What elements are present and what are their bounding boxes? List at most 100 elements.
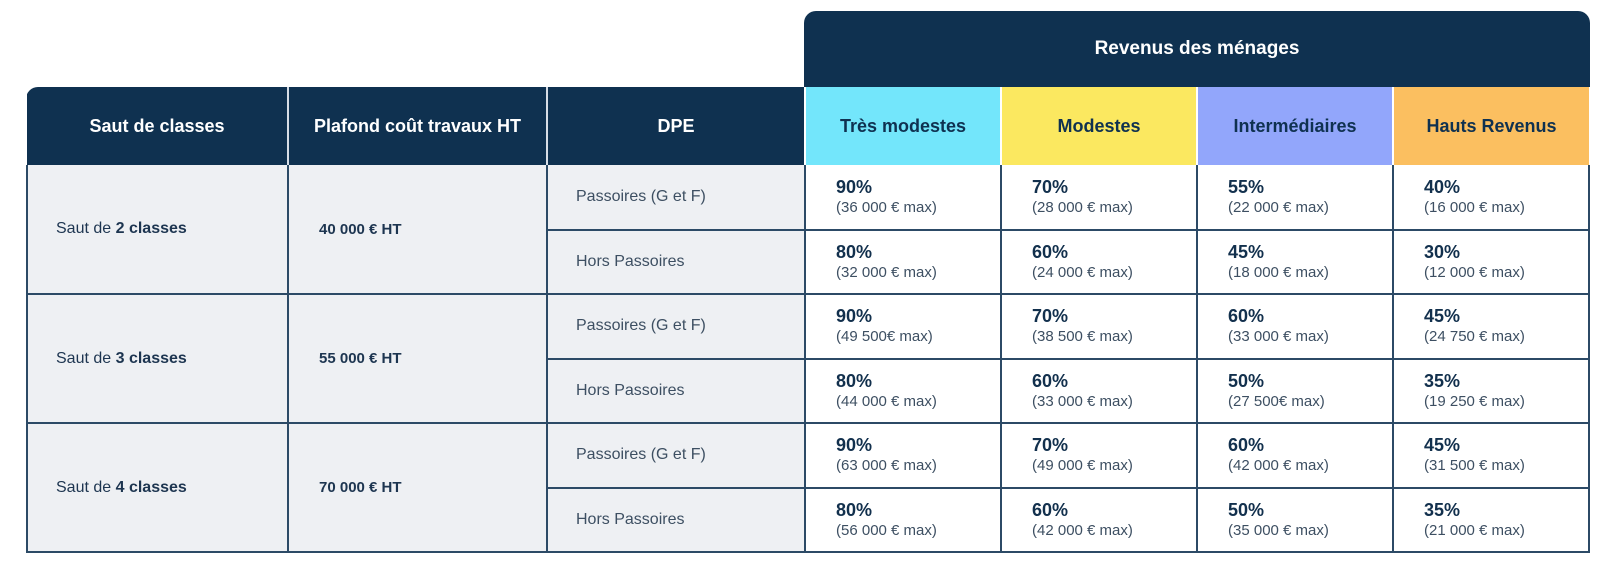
aid-max-amount: (32 000 € max) [836,263,937,281]
aid-percentage: 60% [1032,499,1069,520]
dpe-label: Hors Passoires [547,487,806,553]
aid-max-amount: (31 500 € max) [1424,457,1525,475]
aid-max-amount: (42 000 € max) [1228,457,1329,475]
aid-percentage: 70% [1032,435,1069,456]
aid-percentage: 55% [1228,176,1265,197]
aid-cell: 90% (36 000 € max) [805,165,1002,231]
aid-percentage: 45% [1424,435,1461,456]
aid-percentage: 60% [1228,306,1265,327]
aid-table-wrapper: Saut de classes Plafond coût travaux HT … [26,87,1590,553]
saut-classes: 4 classes [115,478,187,496]
aid-percentage: 80% [836,241,873,262]
aid-max-amount: (35 000 € max) [1228,521,1329,539]
aid-max-amount: (38 500 € max) [1032,328,1133,346]
dpe-label: Hors Passoires [547,358,806,424]
aid-max-amount: (24 750 € max) [1424,328,1525,346]
aid-percentage: 60% [1032,370,1069,391]
saut-prefix: Saut de [56,220,116,237]
table-row: Saut de 2 classes 40 000 € HT Passoires (G… [26,165,1590,295]
header-dpe: DPE [547,87,806,165]
saut-prefix: Saut de [56,478,116,496]
saut-classes: 2 classes [115,220,187,237]
header-saut-de-classes: Saut de classes [27,87,289,165]
aid-cell: 80% (56 000 € max) [805,487,1002,553]
aid-cell: 60% (33 000 € max) [1001,358,1198,424]
aid-cell: 45% (24 750 € max) [1393,294,1590,360]
header-plafond: Plafond coût travaux HT [288,87,548,165]
aid-cell: 80% (32 000 € max) [805,229,1002,295]
saut-label: Saut de 4 classes [26,423,289,553]
table-row: Saut de 3 classes 55 000 € HT Passoires (G… [26,294,1590,424]
aid-percentage: 45% [1424,306,1461,327]
aid-max-amount: (49 500€ max) [836,328,933,346]
aid-percentage: 50% [1228,499,1265,520]
aid-max-amount: (22 000 € max) [1228,198,1329,216]
aid-max-amount: (33 000 € max) [1032,392,1133,410]
header-modestes: Modestes [1001,87,1198,165]
aid-percentage: 35% [1424,499,1461,520]
aid-percentage: 70% [1032,306,1069,327]
aid-percentage: 40% [1424,176,1461,197]
aid-cell: 45% (31 500 € max) [1393,423,1590,489]
aid-max-amount: (28 000 € max) [1032,198,1133,216]
aid-cell: 70% (38 500 € max) [1001,294,1198,360]
aid-percentage: 60% [1032,241,1069,262]
table-row: Hors Passoires 80% (56 000 € max) 60% (42 00… [27,487,1590,553]
header-hauts-revenus: Hauts Revenus [1393,87,1589,165]
dpe-label: Passoires (G et F) [547,294,806,360]
aid-cell: 55% (22 000 € max) [1197,165,1394,231]
aid-max-amount: (42 000 € max) [1032,521,1133,539]
table-header-row: Saut de classes Plafond coût travaux HT … [27,87,1589,165]
aid-max-amount: (33 000 € max) [1228,328,1329,346]
dpe-label: Hors Passoires [547,229,806,295]
aid-max-amount: (49 000 € max) [1032,457,1133,475]
revenus-header: Revenus des ménages [804,11,1590,87]
aid-cell: 40% (16 000 € max) [1393,165,1590,231]
aid-cell: 60% (33 000 € max) [1197,294,1394,360]
header-tres-modestes: Très modestes [805,87,1002,165]
aid-max-amount: (16 000 € max) [1424,198,1525,216]
aid-cell: 70% (49 000 € max) [1001,423,1198,489]
aid-cell: 35% (19 250 € max) [1393,358,1590,424]
aid-max-amount: (44 000 € max) [836,392,937,410]
dpe-label: Passoires (G et F) [547,165,806,231]
aid-percentage: 60% [1228,435,1265,456]
aid-max-amount: (12 000 € max) [1424,263,1525,281]
plafond-value: 40 000 € HT [288,165,548,295]
plafond-value: 55 000 € HT [288,294,548,424]
table-row: Hors Passoires 80% (44 000 € max) 60% (33 00… [27,358,1590,424]
aid-cell: 50% (27 500€ max) [1197,358,1394,424]
aid-cell: 35% (21 000 € max) [1393,487,1590,553]
aid-percentage: 35% [1424,370,1461,391]
aid-max-amount: (21 000 € max) [1424,521,1525,539]
aid-cell: 60% (42 000 € max) [1197,423,1394,489]
aid-percentage: 45% [1228,241,1265,262]
table-row: Saut de 4 classes 70 000 € HT Passoires (G… [26,423,1590,553]
aid-max-amount: (56 000 € max) [836,521,937,539]
aid-percentage: 90% [836,306,873,327]
aid-percentage: 90% [836,435,873,456]
dpe-label: Passoires (G et F) [547,423,806,489]
aid-percentage: 30% [1424,241,1461,262]
aid-cell: 50% (35 000 € max) [1197,487,1394,553]
aid-max-amount: (19 250 € max) [1424,392,1525,410]
aid-max-amount: (63 000 € max) [836,457,937,475]
plafond-value: 70 000 € HT [288,423,548,553]
saut-label: Saut de 3 classes [26,294,289,424]
aid-max-amount: (27 500€ max) [1228,392,1325,410]
saut-classes: 3 classes [115,349,187,367]
saut-prefix: Saut de [56,349,116,367]
aid-max-amount: (18 000 € max) [1228,263,1329,281]
table-row: Hors Passoires 80% (32 000 € max) 60% (24 00… [27,229,1590,295]
aid-max-amount: (36 000 € max) [836,198,937,216]
aid-percentage: 70% [1032,176,1069,197]
aid-cell: 80% (44 000 € max) [805,358,1002,424]
aid-cell: 60% (24 000 € max) [1001,229,1198,295]
table-body: Saut de 2 classes 40 000 € HT Passoires (G… [26,165,1590,553]
saut-label: Saut de 2 classes [26,165,289,295]
aid-max-amount: (24 000 € max) [1032,263,1133,281]
aid-cell: 90% (49 500€ max) [805,294,1002,360]
aid-percentage: 80% [836,370,873,391]
aid-cell: 60% (42 000 € max) [1001,487,1198,553]
aid-percentage: 80% [836,499,873,520]
